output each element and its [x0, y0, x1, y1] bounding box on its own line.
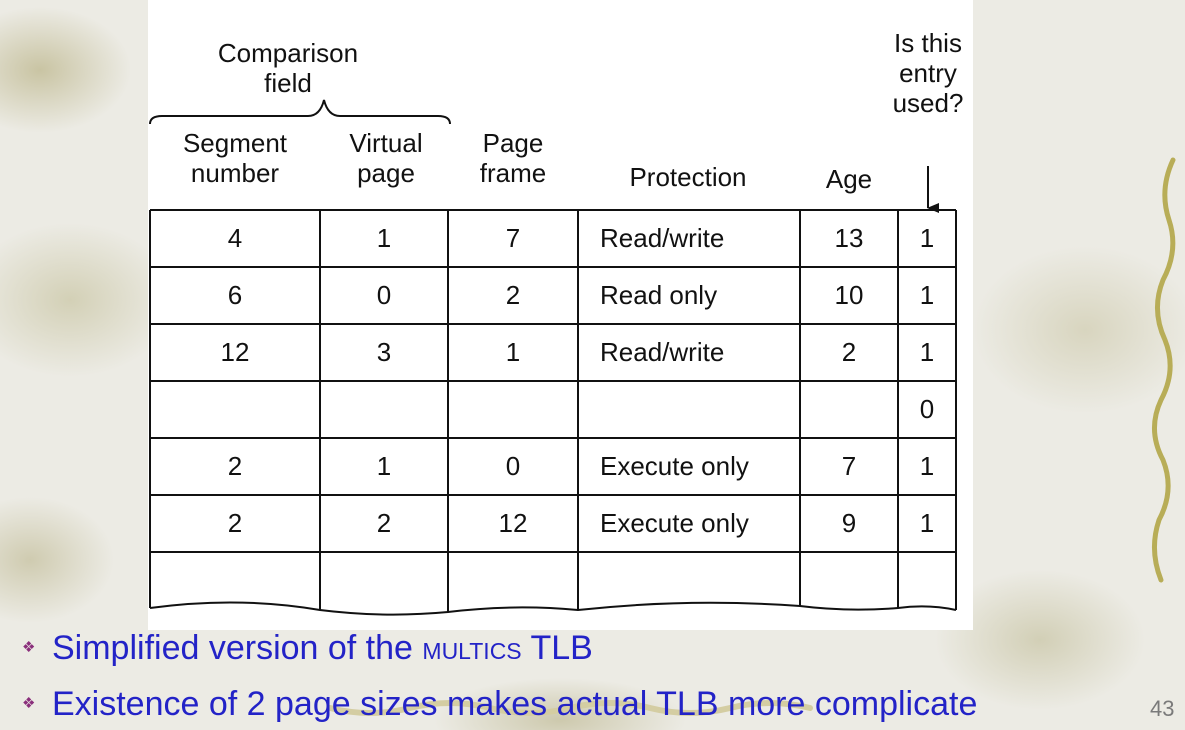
entry-used-label-line: Is this — [894, 28, 962, 58]
table-cell — [448, 381, 578, 438]
table-cell: Read/write — [600, 223, 725, 253]
tlb-table-grid — [149, 209, 957, 616]
table-cell: 2 — [841, 337, 857, 367]
table-cell: Read/write — [600, 337, 725, 367]
column-header-line: Page — [482, 128, 544, 158]
table-cell — [150, 381, 320, 438]
column-header-page-frame: Page frame — [453, 128, 573, 188]
table-cell: 1 — [919, 280, 935, 310]
column-header-line: Age — [825, 164, 873, 194]
table-cell: 7 — [505, 223, 521, 253]
column-header-segment-number: Segment number — [160, 128, 310, 188]
column-header-protection: Protection — [588, 162, 788, 192]
column-header-line: Segment — [182, 128, 288, 158]
table-cell: 2 — [505, 280, 521, 310]
entry-used-label: Is this entry used? — [868, 28, 988, 118]
bullet-text: Existence of 2 page sizes makes actual T… — [52, 685, 978, 723]
table-cell: 12 — [498, 508, 528, 538]
comparison-field-brace — [149, 99, 451, 125]
table-cell — [800, 381, 898, 438]
table-cell: 6 — [227, 280, 243, 310]
entry-used-label-line: entry — [899, 58, 957, 88]
table-cell: 2 — [227, 451, 243, 481]
comparison-field-label-line: field — [264, 68, 312, 98]
table-cell: 2 — [227, 508, 243, 538]
table-cell: 1 — [376, 223, 392, 253]
tlb-figure: Comparison field Is this entry used? Seg… — [148, 0, 973, 630]
table-cell: 2 — [376, 508, 392, 538]
diamond-bullet-icon: ❖ — [22, 639, 36, 656]
table-cell: Execute only — [600, 451, 749, 481]
tlb-figure-lines — [149, 99, 957, 616]
table-cell: 10 — [834, 280, 864, 310]
bullet-text-smallcaps: MULTICS — [422, 638, 522, 664]
table-cell: Read only — [600, 280, 718, 310]
table-cell: 1 — [919, 337, 935, 367]
comparison-field-label-line: Comparison — [217, 38, 359, 68]
table-cell: 1 — [919, 223, 935, 253]
table-cell: 13 — [834, 223, 864, 253]
column-header-line: Virtual — [349, 128, 423, 158]
table-cell: 1 — [919, 451, 935, 481]
table-cell — [600, 381, 798, 438]
column-header-line: Protection — [629, 162, 747, 192]
table-cell: 0 — [505, 451, 521, 481]
table-cell: 0 — [376, 280, 392, 310]
column-header-line: frame — [479, 158, 547, 188]
bullet-item: Simplified version of the MULTICS TLB — [52, 628, 593, 671]
table-cell: 1 — [919, 508, 935, 538]
bullet-text: TLB — [521, 629, 593, 667]
column-header-line: number — [190, 158, 280, 188]
table-cell: 12 — [220, 337, 250, 367]
slide-number: 43 — [1150, 696, 1175, 721]
table-cell: 9 — [841, 508, 857, 538]
bullet-item: Existence of 2 page sizes makes actual T… — [52, 684, 977, 724]
table-cell: 3 — [376, 337, 392, 367]
table-cell: 0 — [919, 394, 935, 424]
table-cell: 4 — [227, 223, 243, 253]
column-header-line: page — [357, 158, 415, 188]
entry-used-label-line: used? — [892, 88, 964, 118]
table-cell: 1 — [376, 451, 392, 481]
comparison-field-label: Comparison field — [198, 38, 378, 98]
column-header-age: Age — [803, 164, 895, 194]
table-cell: Execute only — [600, 508, 749, 538]
diamond-bullet-icon: ❖ — [22, 695, 36, 712]
bullet-text: Simplified version of the — [52, 629, 423, 667]
table-cell: 7 — [841, 451, 857, 481]
table-cell — [320, 381, 448, 438]
table-cell: 1 — [505, 337, 521, 367]
column-header-virtual-page: Virtual page — [326, 128, 446, 188]
